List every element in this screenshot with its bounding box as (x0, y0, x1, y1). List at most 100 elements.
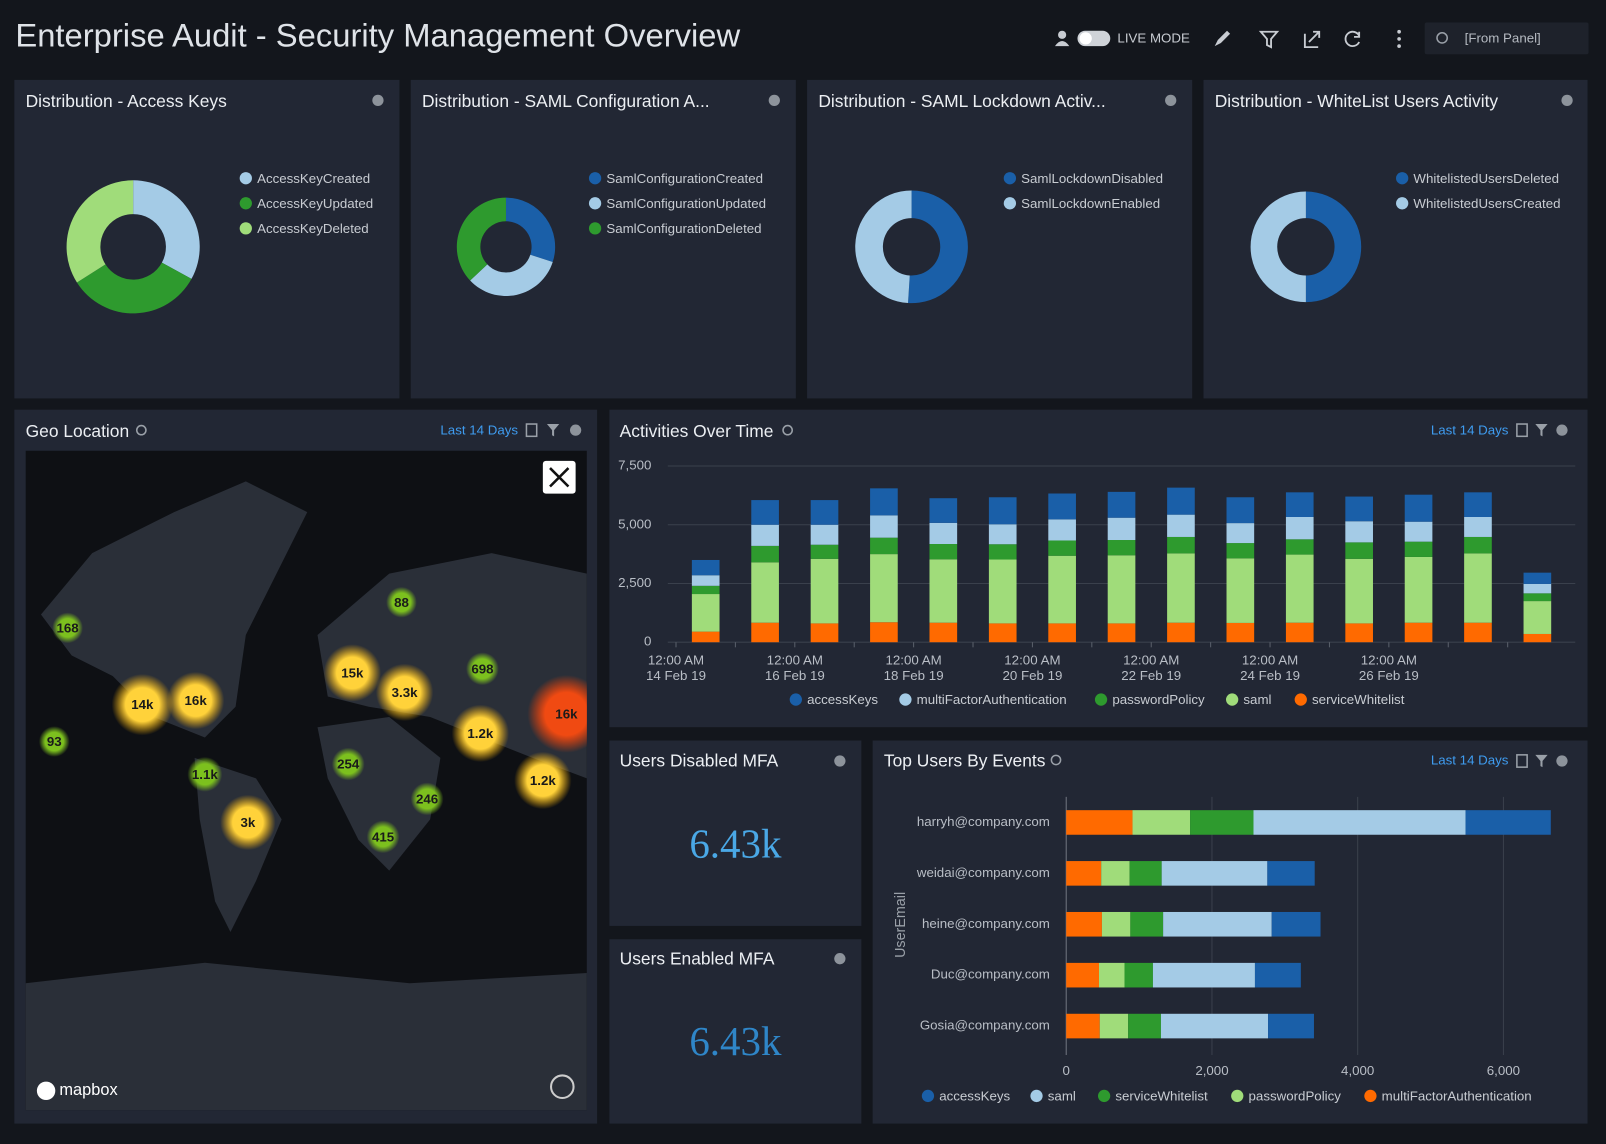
map-marker[interactable] (410, 782, 444, 816)
legend-swatch (1396, 197, 1409, 210)
bar-segment (1066, 911, 1102, 937)
info-icon[interactable] (1556, 755, 1568, 767)
bar-segment (691, 594, 720, 632)
donut-slice (1305, 191, 1362, 303)
bar-segment (870, 554, 898, 623)
info-icon[interactable] (372, 94, 384, 107)
time-range-link[interactable]: Last 14 Days (1431, 423, 1509, 438)
time-range-box[interactable] (1424, 22, 1589, 55)
filter-icon[interactable] (1535, 424, 1548, 437)
zoom-icon[interactable] (1050, 754, 1062, 766)
bar-segment (929, 622, 958, 643)
map-marker-label: 3.3k (392, 685, 418, 700)
edit-icon[interactable] (1214, 30, 1231, 47)
map-marker-label: 254 (337, 757, 360, 772)
map-marker[interactable] (386, 586, 417, 618)
legend-label: SamlLockdownDisabled (1021, 171, 1163, 186)
bar-segment (929, 559, 958, 623)
y-tick-label: 0 (644, 634, 651, 649)
user-icon-body (1054, 40, 1070, 47)
more-icon[interactable] (1397, 29, 1401, 34)
bar-segment (1048, 493, 1076, 520)
x-tick-label: 12:00 AM 24 Feb 19 (1240, 652, 1301, 684)
map-marker-label: 1.1k (192, 767, 218, 782)
info-icon[interactable] (834, 953, 846, 965)
info-icon[interactable] (1165, 94, 1177, 107)
donut-slice (470, 254, 553, 297)
map-marker[interactable] (514, 751, 572, 810)
legend-label: AccessKeyUpdated (257, 196, 373, 211)
copy-icon[interactable] (1516, 754, 1528, 768)
legend-swatch (1003, 197, 1017, 210)
bar-segment (1285, 554, 1314, 623)
info-icon[interactable] (1556, 424, 1568, 436)
legend-label: accessKeys (807, 692, 878, 707)
time-range-link[interactable]: Last 14 Days (440, 423, 518, 438)
info-icon[interactable] (834, 755, 846, 767)
info-icon[interactable] (1561, 94, 1573, 107)
filter-icon[interactable] (546, 424, 560, 437)
map-marker[interactable] (451, 704, 510, 763)
refresh-icon[interactable] (1344, 30, 1361, 47)
bar-segment (1345, 496, 1373, 522)
map-marker[interactable] (111, 673, 174, 736)
bar-segment (1285, 516, 1314, 540)
bar-segment (1066, 962, 1100, 988)
legend-label: SamlLockdownEnabled (1021, 196, 1160, 211)
donut-slice (505, 197, 556, 263)
bar-segment (1167, 553, 1195, 623)
panel-title: Distribution - SAML Lockdown Activ... (818, 91, 1105, 111)
zoom-icon[interactable] (782, 424, 794, 436)
map-marker[interactable] (323, 644, 382, 702)
bar-segment (870, 622, 898, 643)
landmass (40, 481, 308, 738)
zoom-icon[interactable] (135, 424, 147, 436)
map-marker[interactable] (166, 671, 225, 730)
bar-segment (751, 562, 779, 623)
bar-segment (988, 623, 1017, 643)
bar-segment (1066, 810, 1133, 835)
map-marker[interactable] (220, 794, 276, 851)
filter-icon[interactable] (1535, 754, 1548, 768)
time-range-link[interactable]: Last 14 Days (1431, 753, 1509, 768)
bar-segment (691, 559, 720, 576)
map-info-button[interactable] (550, 1074, 575, 1099)
bar-segment (1404, 622, 1433, 643)
bar-segment (1101, 911, 1131, 937)
info-icon[interactable] (569, 424, 582, 436)
map-marker[interactable] (52, 612, 83, 644)
bar-segment (1163, 911, 1272, 937)
y-tick-label: heine@company.com (922, 916, 1050, 931)
legend-swatch (1030, 1089, 1043, 1103)
filter-icon[interactable] (1258, 30, 1280, 49)
map-marker[interactable] (331, 747, 365, 781)
user-icon[interactable] (1058, 30, 1067, 39)
map-marker[interactable] (38, 726, 70, 757)
map-marker-label: 1.2k (467, 726, 493, 741)
bar-segment (1464, 553, 1492, 623)
bar-segment (1464, 622, 1492, 643)
copy-icon[interactable] (525, 423, 538, 438)
more-dot (1397, 37, 1401, 41)
legend-label: SamlConfigurationDeleted (606, 221, 761, 236)
x-tick-label: 12:00 AM 22 Feb 19 (1121, 652, 1182, 684)
bar-segment (870, 515, 898, 538)
map-marker[interactable] (527, 674, 605, 753)
map-marker[interactable] (366, 820, 400, 854)
legend-label: SamlConfigurationUpdated (606, 196, 766, 211)
bar-segment (691, 631, 720, 643)
map-marker[interactable] (466, 652, 499, 686)
map-marker[interactable] (375, 663, 434, 722)
map-marker[interactable] (187, 756, 223, 792)
bar-segment (870, 537, 898, 555)
info-icon[interactable] (768, 94, 780, 107)
bar-segment (1523, 583, 1552, 594)
legend-swatch (239, 172, 252, 185)
legend-swatch (789, 693, 802, 706)
legend-label: SamlConfigurationCreated (606, 171, 763, 186)
share-icon[interactable] (1303, 30, 1321, 49)
donut-slice (66, 180, 134, 283)
bar-segment (1253, 810, 1466, 835)
copy-icon[interactable] (1516, 423, 1528, 438)
